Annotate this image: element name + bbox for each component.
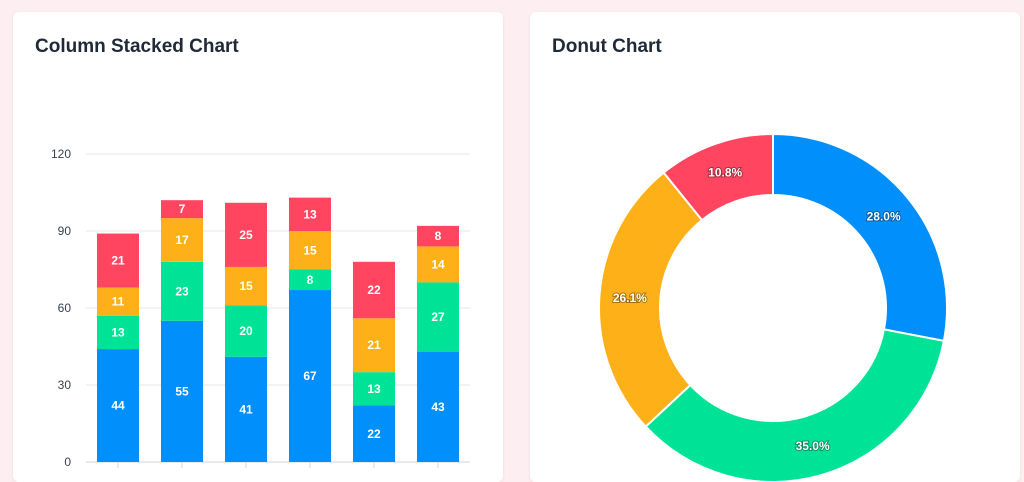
donut-chart: 28.0% 35.0% 26.1% 10.8%	[598, 132, 948, 482]
bar-segment	[353, 318, 395, 373]
bar-segment	[289, 197, 331, 231]
donut-slice	[662, 132, 774, 222]
bar-segment	[225, 202, 267, 267]
bar-data-label: 20	[239, 324, 253, 338]
bar-data-label: 17	[175, 233, 189, 247]
y-tick-label: 0	[64, 455, 71, 469]
column-stacked-chart-card: Column Stacked Chart 0 30 60 90 120 44 13 11 21 5…	[13, 12, 503, 482]
donut-slice	[644, 328, 946, 482]
slice-data-label: 10.8%	[708, 166, 742, 180]
bar-data-label: 25	[239, 228, 253, 242]
bar-data-label: 13	[111, 325, 125, 339]
bar-segment	[161, 218, 203, 262]
donut-slice	[772, 132, 948, 343]
chart-title: Column Stacked Chart	[35, 36, 239, 57]
bar-data-label: 55	[175, 384, 189, 398]
donut-chart-card: Donut Chart 28.0% 35.0% 26.1% 10.8%	[530, 12, 1020, 482]
y-tick-label: 30	[58, 378, 72, 392]
bar-segment	[289, 231, 331, 270]
bar-segment	[417, 225, 459, 247]
bar-segment	[161, 320, 203, 462]
bar-segment	[417, 351, 459, 462]
bar-data-label: 67	[303, 369, 317, 383]
bar-segment	[289, 290, 331, 462]
donut-slice	[598, 171, 704, 429]
bar-segment	[97, 287, 139, 316]
bar-data-label: 21	[367, 338, 381, 352]
bar-segment	[161, 261, 203, 321]
y-tick-label: 120	[51, 147, 71, 161]
bar-data-label: 8	[435, 229, 442, 243]
bar-segment	[353, 372, 395, 406]
bar-data-label: 8	[307, 273, 314, 287]
bar-data-label: 13	[367, 382, 381, 396]
bar-data-label: 14	[431, 257, 445, 271]
bar-data-label: 23	[175, 284, 189, 298]
bar-segment	[353, 261, 395, 319]
bar-segment	[225, 305, 267, 357]
bar-data-label: 44	[111, 399, 125, 413]
slice-data-label: 28.0%	[867, 210, 901, 224]
bar-data-label: 21	[111, 254, 125, 268]
bar-data-label: 43	[431, 400, 445, 414]
bar-segment	[289, 269, 331, 291]
bar-segment	[97, 349, 139, 462]
bar-data-label: 7	[179, 202, 186, 216]
bar-data-label: 15	[239, 279, 253, 293]
bar-segment	[225, 356, 267, 462]
bar-data-label: 27	[431, 310, 445, 324]
slice-data-label: 35.0%	[796, 439, 830, 453]
y-tick-label: 90	[58, 224, 72, 238]
bar-segment	[97, 315, 139, 350]
slice-data-label: 26.1%	[613, 291, 647, 305]
stacked-column-chart: 0 30 60 90 120 44 13 11 21 55 23 17 7 41 20 15 25 67 8 15 13…	[51, 147, 470, 469]
bar-data-label: 11	[112, 295, 125, 309]
y-tick-label: 60	[58, 301, 72, 315]
bar-segment	[97, 233, 139, 288]
bar-segment	[225, 266, 267, 306]
bar-data-label: 13	[303, 207, 317, 221]
bar-segment	[417, 246, 459, 283]
bar-segment	[353, 405, 395, 462]
bar-data-label: 22	[367, 427, 381, 441]
bar-data-label: 41	[239, 402, 253, 416]
bar-segment	[417, 282, 459, 352]
bar-segment	[161, 200, 203, 219]
bar-data-label: 22	[367, 283, 381, 297]
chart-title: Donut Chart	[552, 36, 662, 57]
bar-data-label: 15	[303, 243, 317, 257]
